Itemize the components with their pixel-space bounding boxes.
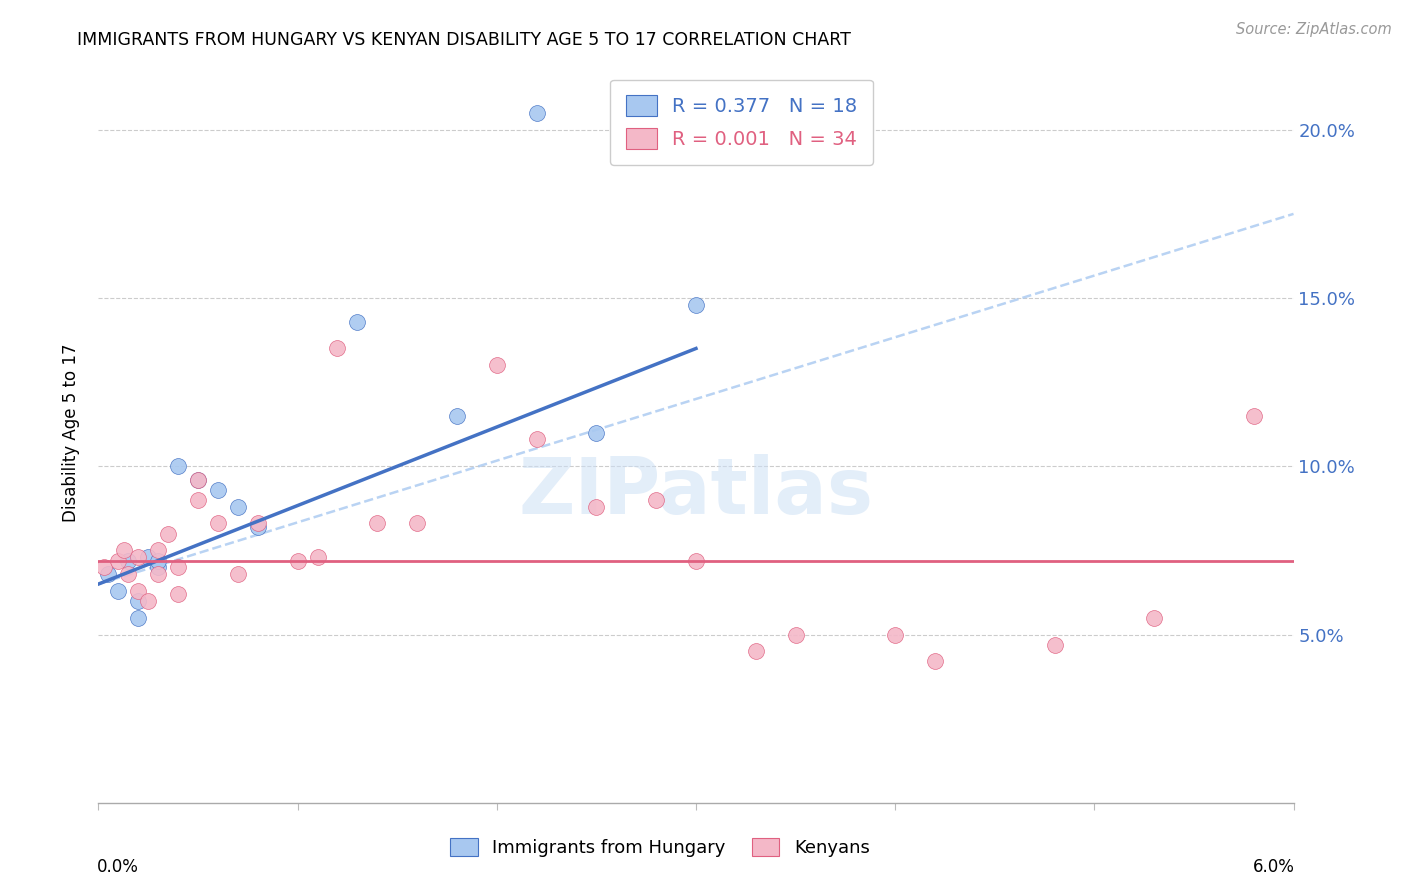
Point [485, 359, 508, 373]
Point [585, 425, 607, 440]
Point [246, 520, 269, 534]
Text: Source: ZipAtlas.com: Source: ZipAtlas.com [1236, 22, 1392, 37]
Point [148, 566, 170, 581]
Point [526, 106, 548, 120]
Point [446, 409, 468, 423]
Text: 6.0%: 6.0% [1253, 858, 1295, 876]
Point [207, 516, 229, 531]
Text: ZIPatlas: ZIPatlas [519, 454, 873, 530]
Point [187, 492, 209, 507]
Point [148, 560, 170, 574]
Point [187, 473, 209, 487]
Point [93, 560, 115, 574]
Point [685, 298, 707, 312]
Point [107, 583, 129, 598]
Point [148, 543, 170, 558]
Text: IMMIGRANTS FROM HUNGARY VS KENYAN DISABILITY AGE 5 TO 17 CORRELATION CHART: IMMIGRANTS FROM HUNGARY VS KENYAN DISABI… [77, 31, 851, 49]
Point [167, 560, 190, 574]
Point [745, 644, 768, 658]
Point [167, 587, 190, 601]
Point [1143, 610, 1166, 624]
Point [326, 342, 349, 356]
Point [117, 566, 139, 581]
Point [167, 459, 190, 474]
Point [346, 315, 368, 329]
Point [645, 492, 668, 507]
Point [136, 550, 159, 565]
Point [207, 483, 229, 497]
Point [97, 566, 120, 581]
Point [924, 655, 946, 669]
Point [1243, 409, 1265, 423]
Point [187, 473, 209, 487]
Point [112, 543, 135, 558]
Point [884, 627, 907, 641]
Point [117, 553, 139, 567]
Point [406, 516, 429, 531]
Point [246, 516, 269, 531]
Point [148, 553, 170, 567]
Point [526, 433, 548, 447]
Point [287, 553, 309, 567]
Y-axis label: Disability Age 5 to 17: Disability Age 5 to 17 [62, 343, 80, 522]
Point [127, 550, 149, 565]
Point [157, 526, 180, 541]
Point [127, 594, 149, 608]
Point [127, 610, 149, 624]
Text: 0.0%: 0.0% [97, 858, 139, 876]
Point [226, 566, 249, 581]
Point [127, 583, 149, 598]
Point [226, 500, 249, 514]
Point [785, 627, 807, 641]
Legend: Immigrants from Hungary, Kenyans: Immigrants from Hungary, Kenyans [443, 830, 877, 864]
Point [685, 553, 707, 567]
Point [307, 550, 329, 565]
Point [366, 516, 388, 531]
Point [1043, 638, 1066, 652]
Point [136, 594, 159, 608]
Point [585, 500, 607, 514]
Point [107, 553, 129, 567]
